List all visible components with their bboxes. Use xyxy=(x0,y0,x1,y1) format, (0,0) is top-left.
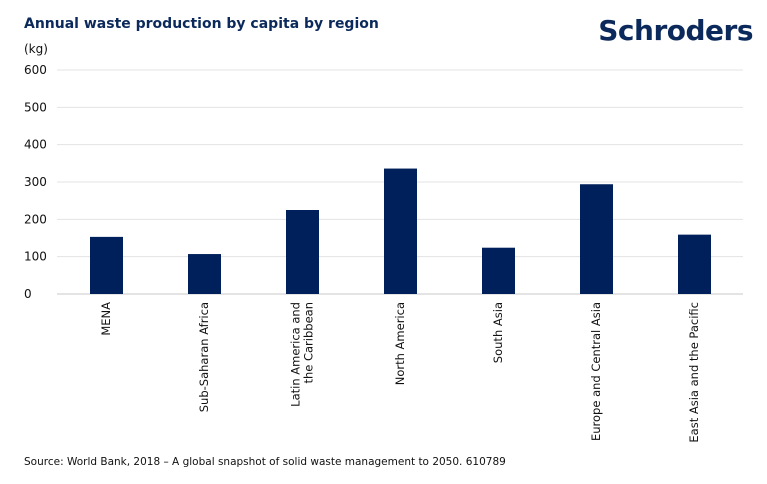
bar xyxy=(286,210,319,294)
bar xyxy=(188,254,221,294)
bar xyxy=(678,234,711,294)
y-tick-label: 400 xyxy=(24,138,47,152)
bar xyxy=(580,184,613,294)
y-tick-label: 500 xyxy=(24,100,47,114)
source-note: Source: World Bank, 2018 – A global snap… xyxy=(24,456,506,468)
x-tick-label: East Asia and the Pacific xyxy=(687,302,701,443)
bar xyxy=(90,236,123,294)
bar xyxy=(482,247,515,294)
bar xyxy=(384,168,417,294)
x-tick-label: Latin America and xyxy=(289,302,303,407)
y-tick-label: 600 xyxy=(24,63,47,77)
y-tick-label: 200 xyxy=(24,212,47,226)
x-tick-label: MENA xyxy=(99,302,113,336)
x-tick-label: the Caribbean xyxy=(302,302,316,384)
x-tick-label: Sub-Saharan Africa xyxy=(197,302,211,412)
y-tick-label: 300 xyxy=(24,175,47,189)
chart-title: Annual waste production by capita by reg… xyxy=(24,16,379,32)
schroders-logo: Schroders xyxy=(598,14,753,47)
y-tick-label: 100 xyxy=(24,250,47,264)
y-tick-label: 0 xyxy=(24,287,32,301)
x-tick-label: Europe and Central Asia xyxy=(589,302,603,441)
y-axis-unit: (kg) xyxy=(24,42,48,56)
x-tick-label: South Asia xyxy=(491,302,505,363)
x-tick-label: North America xyxy=(393,302,407,385)
